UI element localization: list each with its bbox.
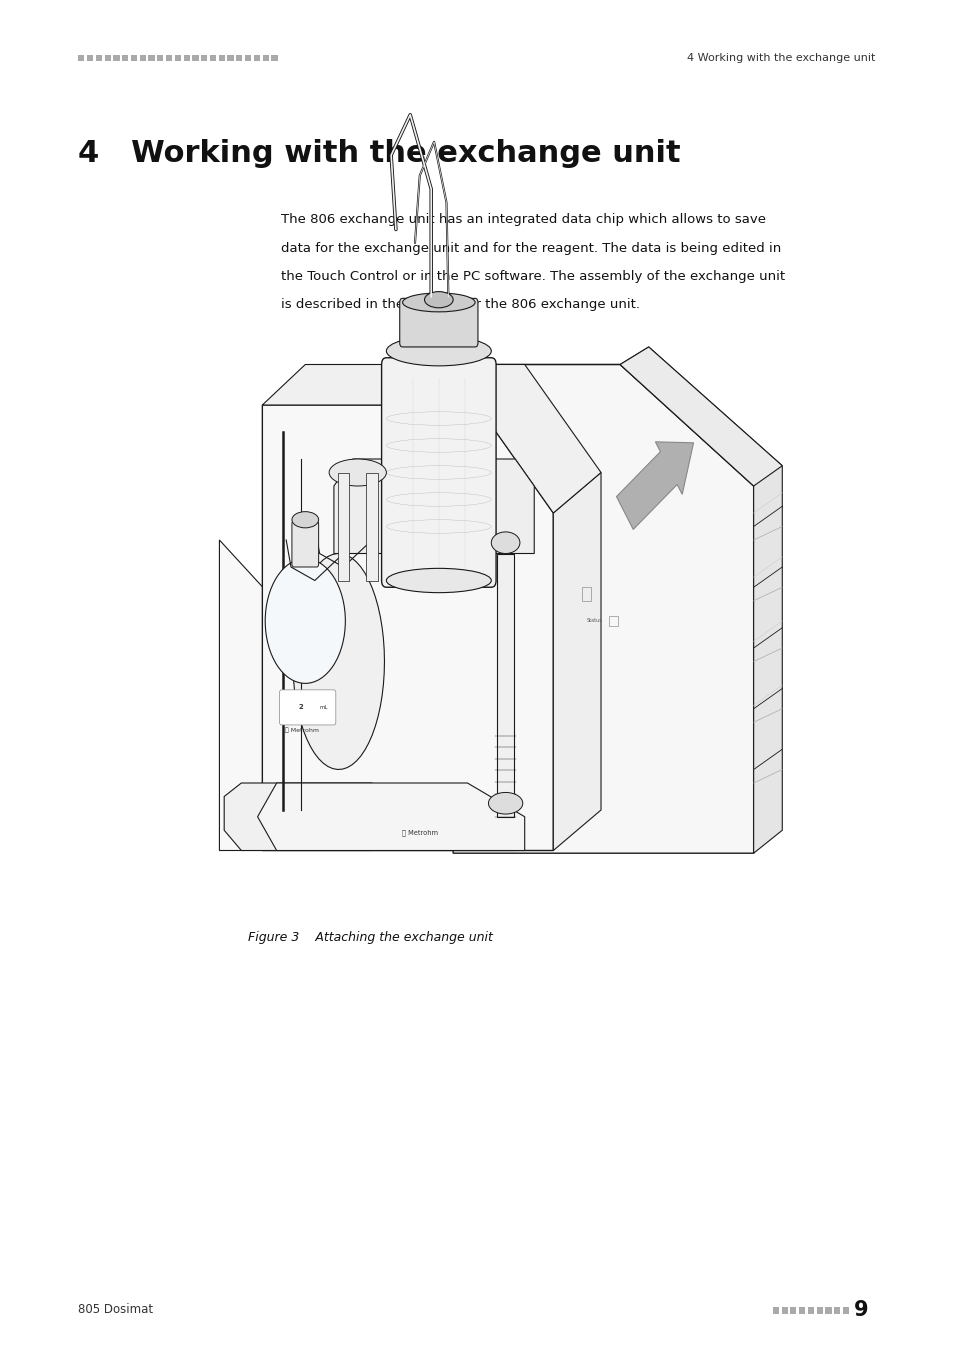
Bar — [139, 54, 146, 61]
Bar — [807, 1307, 813, 1314]
Bar — [799, 1307, 804, 1314]
Polygon shape — [293, 554, 384, 770]
FancyBboxPatch shape — [279, 690, 335, 725]
FancyArrow shape — [616, 441, 693, 529]
Text: 4   Working with the exchange unit: 4 Working with the exchange unit — [78, 139, 680, 167]
Polygon shape — [619, 347, 781, 853]
Bar — [608, 616, 618, 626]
Bar — [113, 54, 119, 61]
Bar — [193, 54, 198, 61]
Bar — [157, 54, 163, 61]
Polygon shape — [334, 459, 534, 554]
Ellipse shape — [292, 512, 318, 528]
Bar — [581, 587, 591, 601]
Polygon shape — [219, 540, 515, 850]
Bar — [789, 1307, 796, 1314]
Text: Figure 3    Attaching the exchange unit: Figure 3 Attaching the exchange unit — [248, 931, 493, 945]
Text: is described in the manual for the 806 exchange unit.: is described in the manual for the 806 e… — [281, 298, 639, 312]
Text: Ⓐ Metrohm: Ⓐ Metrohm — [285, 728, 319, 733]
Bar — [149, 54, 154, 61]
Text: 805 Dosimat: 805 Dosimat — [78, 1303, 153, 1316]
Bar — [174, 54, 181, 61]
Polygon shape — [453, 364, 753, 853]
Bar — [227, 54, 233, 61]
Bar — [122, 54, 128, 61]
Ellipse shape — [386, 336, 491, 366]
Bar — [166, 54, 172, 61]
Text: the Touch Control or in the PC software. The assembly of the exchange unit: the Touch Control or in the PC software.… — [281, 270, 784, 284]
Bar — [271, 54, 277, 61]
FancyBboxPatch shape — [399, 298, 477, 347]
Text: 2: 2 — [298, 705, 302, 710]
Bar — [781, 1307, 787, 1314]
Polygon shape — [262, 364, 600, 513]
Polygon shape — [257, 783, 524, 850]
Bar — [105, 54, 111, 61]
Text: Status: Status — [586, 618, 602, 624]
Bar — [236, 54, 242, 61]
Bar — [245, 54, 251, 61]
FancyBboxPatch shape — [381, 358, 496, 587]
Bar — [131, 54, 137, 61]
Text: data for the exchange unit and for the reagent. The data is being edited in: data for the exchange unit and for the r… — [281, 242, 781, 255]
Bar — [218, 54, 225, 61]
Bar — [78, 54, 85, 61]
Ellipse shape — [402, 293, 475, 312]
Bar — [842, 1307, 848, 1314]
Bar — [366, 472, 377, 580]
Bar — [262, 54, 269, 61]
Ellipse shape — [491, 532, 519, 553]
Bar — [816, 1307, 821, 1314]
Bar — [95, 54, 102, 61]
Bar — [183, 54, 190, 61]
Polygon shape — [453, 347, 781, 486]
Bar — [87, 54, 93, 61]
Bar — [772, 1307, 778, 1314]
Bar — [833, 1307, 840, 1314]
Bar — [201, 54, 207, 61]
Text: The 806 exchange unit has an integrated data chip which allows to save: The 806 exchange unit has an integrated … — [281, 213, 765, 227]
Text: 9: 9 — [853, 1300, 867, 1319]
Bar — [210, 54, 215, 61]
Polygon shape — [553, 472, 600, 850]
Ellipse shape — [265, 559, 345, 683]
Ellipse shape — [329, 459, 386, 486]
Text: Ⓐ Metrohm: Ⓐ Metrohm — [401, 830, 437, 836]
FancyBboxPatch shape — [292, 521, 318, 567]
Bar — [497, 554, 514, 817]
Text: 4 Working with the exchange unit: 4 Working with the exchange unit — [687, 53, 875, 63]
Ellipse shape — [424, 292, 453, 308]
Polygon shape — [262, 405, 553, 850]
Bar — [253, 54, 259, 61]
Bar — [337, 472, 349, 580]
Text: mL: mL — [319, 705, 328, 710]
Bar — [824, 1307, 831, 1314]
Ellipse shape — [386, 568, 491, 593]
Polygon shape — [224, 783, 389, 850]
Ellipse shape — [488, 792, 522, 814]
